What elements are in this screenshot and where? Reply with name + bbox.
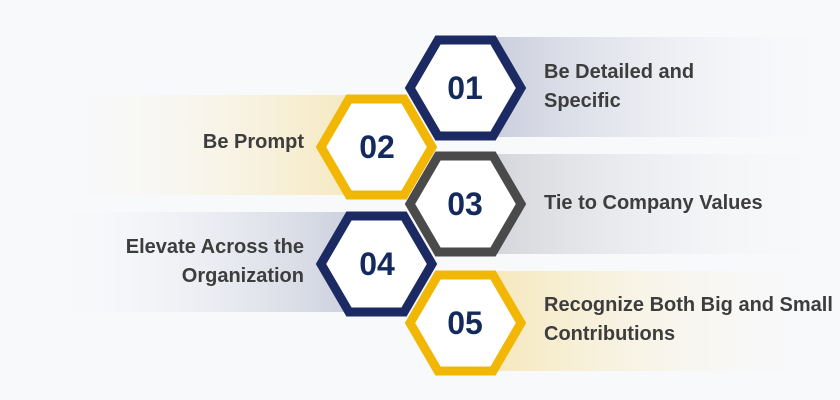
- hexagon-01: [404, 35, 527, 141]
- step-number-03: 03: [447, 186, 483, 222]
- step-label-01: Be Detailed and Specific: [544, 61, 695, 112]
- hexagon-02: [315, 94, 438, 200]
- step-label-04: Elevate Across the Organization: [125, 236, 304, 287]
- band-05: [470, 271, 840, 371]
- step-number-02: 02: [359, 129, 395, 165]
- step-number-05: 05: [447, 305, 483, 341]
- hexagon-05: [404, 270, 527, 376]
- band-03: [470, 154, 840, 254]
- hexagon-04: [315, 211, 438, 317]
- step-number-01: 01: [447, 70, 483, 106]
- step-label-03: Tie to Company Values: [544, 192, 763, 214]
- hexagon-03: [404, 151, 527, 257]
- step-label-02: Be Prompt: [202, 131, 304, 153]
- band-01: [470, 37, 840, 137]
- step-label-05: Recognize Both Big and Small Contributio…: [544, 294, 833, 345]
- step-number-04: 04: [359, 246, 395, 282]
